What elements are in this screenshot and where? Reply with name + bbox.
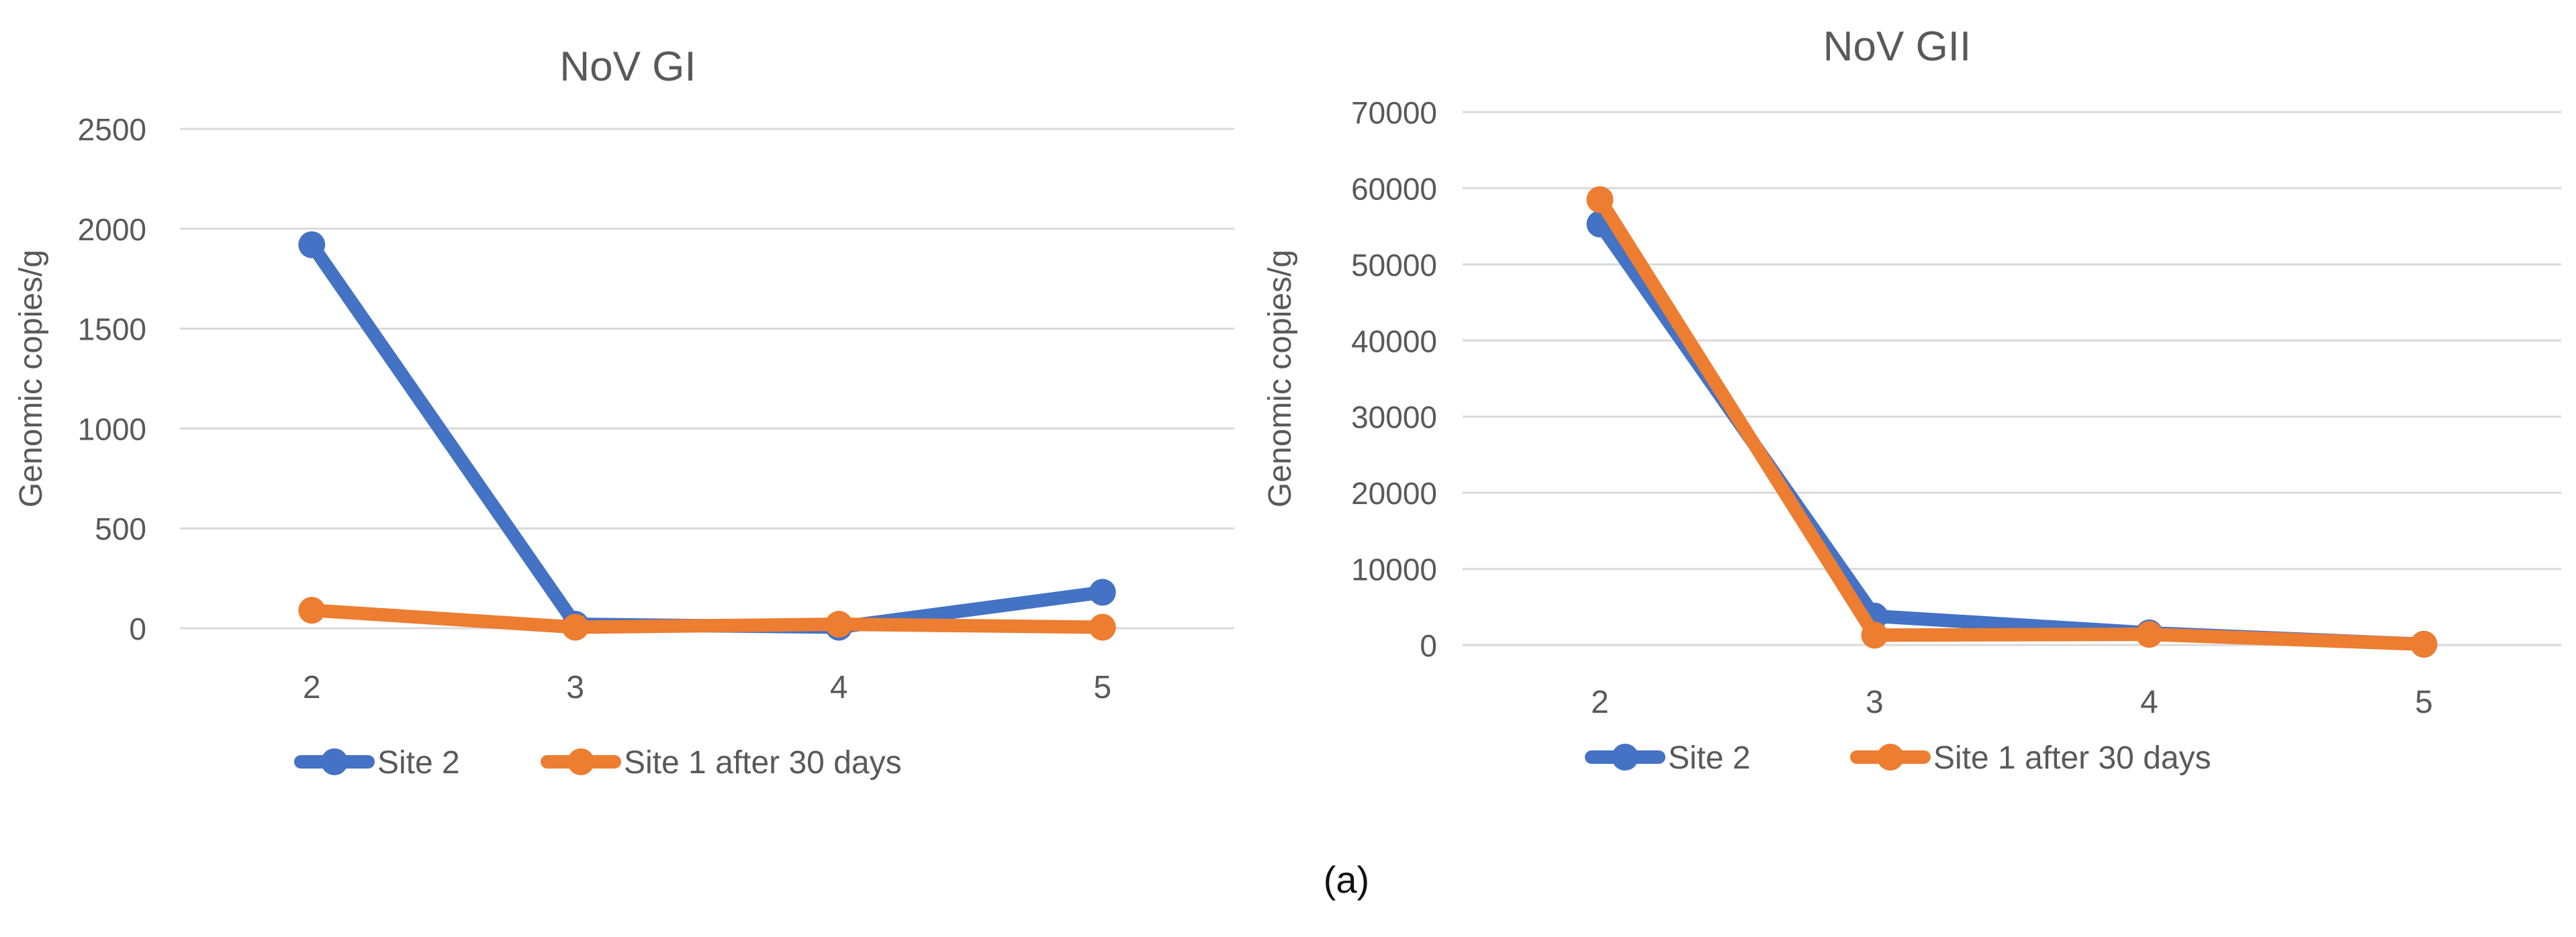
legend-marker [321,748,348,775]
y-tick-label: 30000 [1351,400,1437,435]
data-point [1089,613,1116,641]
legend-label: Site 1 after 30 days [624,745,902,781]
y-tick-label: 40000 [1351,324,1437,358]
y-tick-label: 10000 [1351,552,1437,587]
x-tick-label: 4 [2140,685,2158,720]
chart-title: NoV GI [559,44,696,90]
data-point [2410,630,2438,658]
x-tick-label: 3 [1866,685,1884,720]
x-tick-label: 3 [566,670,584,705]
legend-label: Site 1 after 30 days [1933,740,2211,776]
x-tick-label: 4 [830,670,848,705]
chart-title: NoV GII [1823,23,1972,70]
x-tick-label: 2 [1591,685,1609,720]
series-line-site-2 [1593,217,2431,651]
legend-label: Site 2 [377,745,460,781]
series-line-site-1-after-30-days [305,603,1109,634]
y-axis-label: Genomic copies/g [1262,250,1298,507]
data-point [2135,621,2163,648]
data-point [1089,579,1116,606]
legend-marker [567,748,594,775]
series-line-site-1-after-30-days [1593,193,2431,651]
y-tick-label: 60000 [1351,171,1437,206]
y-tick-label: 500 [95,511,146,546]
data-point [1586,186,1614,213]
legend-marker [1877,744,1904,771]
y-tick-label: 0 [1420,628,1437,663]
y-axis-label: Genomic copies/g [13,250,49,507]
x-tick-label: 5 [2415,685,2433,720]
x-tick-label: 2 [303,670,321,705]
y-tick-label: 2500 [78,112,146,147]
y-tick-label: 50000 [1351,248,1437,283]
y-tick-label: 2000 [78,212,146,247]
y-tick-label: 0 [129,611,146,646]
data-point [298,231,326,258]
x-tick-label: 5 [1093,670,1111,705]
data-point [561,613,589,641]
series-line-site-2 [305,238,1109,634]
chart-nov-gii: 0 10000 20000 30000 40000 50000 60000 70000 2 3 4 5… [1262,23,2561,776]
data-point [825,611,853,638]
y-tick-label: 20000 [1351,476,1437,511]
data-point [1861,622,1888,649]
legend-label: Site 2 [1668,740,1751,776]
chart-nov-gi: 0 500 1000 1500 2000 2500 2 3 4 5 NoV GI Genomic co… [13,44,1234,781]
figure-label: (a) [1324,858,1369,901]
y-tick-label: 1000 [78,411,146,446]
legend-marker [1612,744,1639,771]
y-tick-label: 1500 [78,312,146,347]
y-tick-label: 70000 [1351,95,1437,130]
data-point [298,597,326,624]
